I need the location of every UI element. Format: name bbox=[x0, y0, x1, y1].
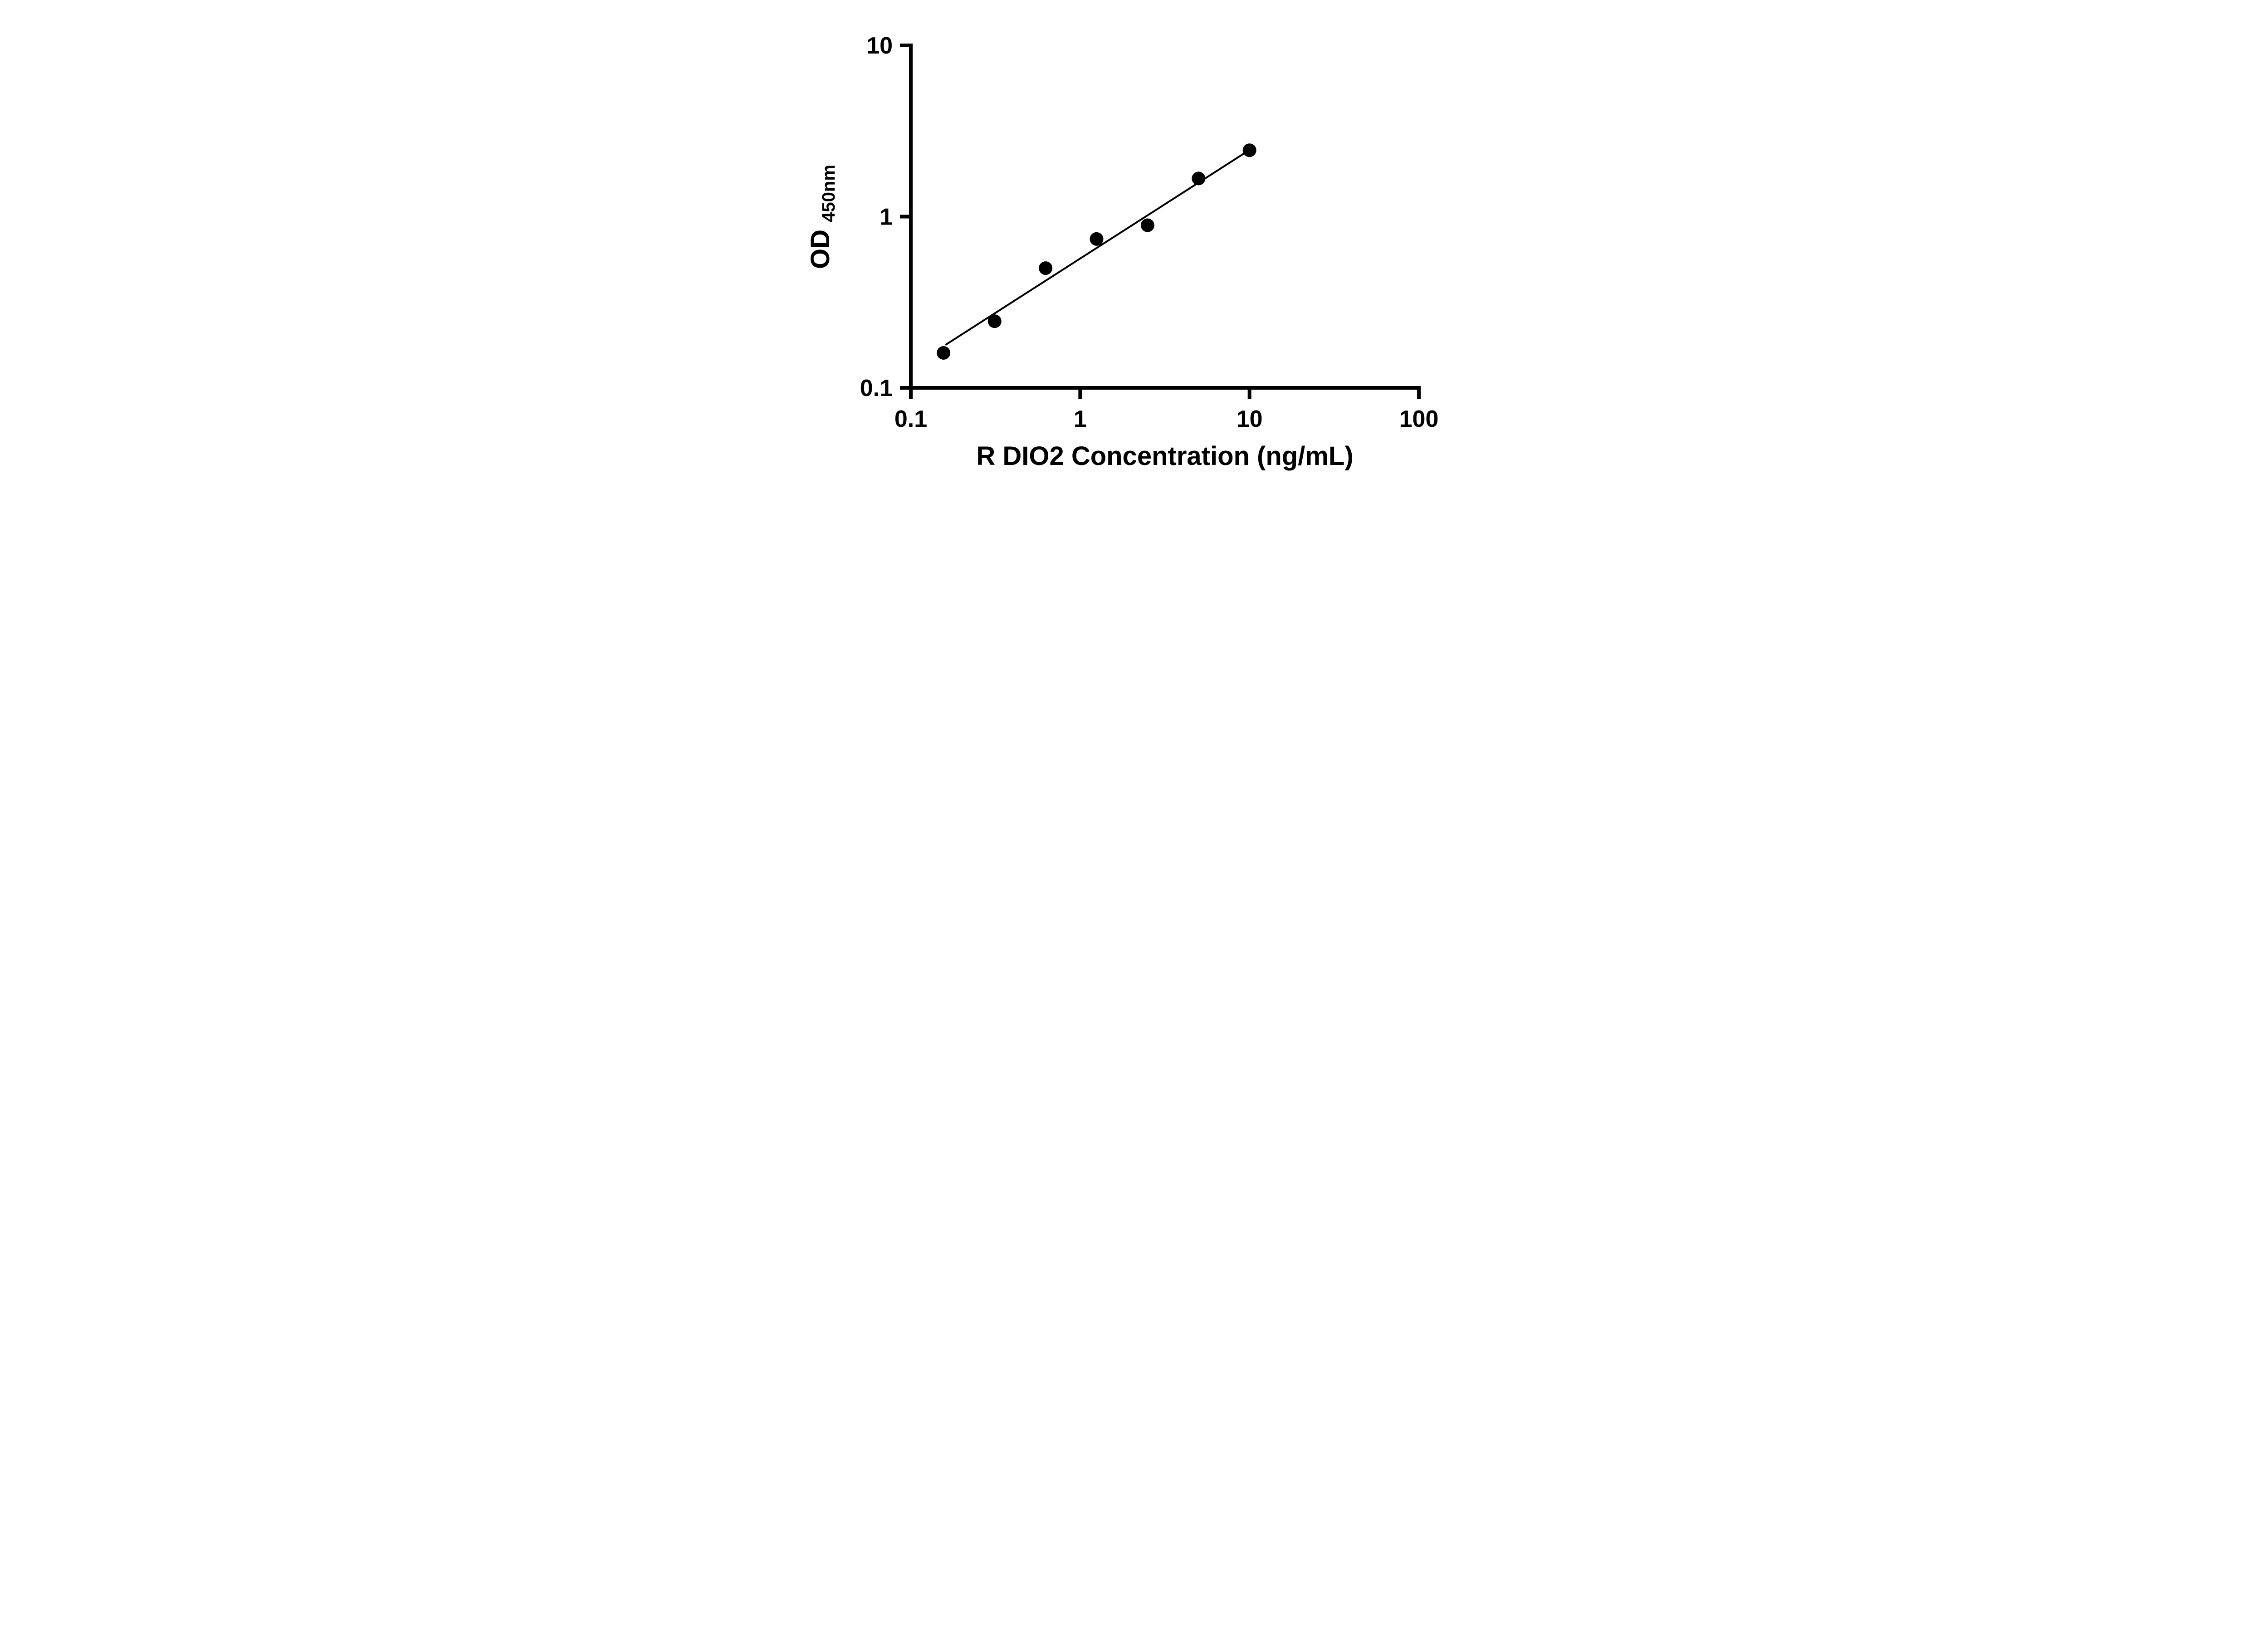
y-tick-label: 0.1 bbox=[860, 375, 892, 401]
y-axis-title: OD 450nm bbox=[806, 165, 839, 269]
y-axis-title-subscript: 450nm bbox=[819, 165, 839, 222]
data-point bbox=[1140, 218, 1154, 232]
y-tick-label: 10 bbox=[866, 33, 893, 59]
axes-group bbox=[909, 44, 1421, 390]
data-point bbox=[987, 314, 1002, 328]
series-group bbox=[936, 143, 1256, 360]
x-tick-label: 10 bbox=[1236, 406, 1262, 432]
y-tick-label: 1 bbox=[880, 204, 893, 230]
y-axis-title-main: OD bbox=[806, 230, 835, 269]
data-point bbox=[1038, 261, 1052, 275]
trend-line bbox=[944, 149, 1250, 346]
x-tick-label: 0.1 bbox=[894, 406, 927, 432]
x-axis-title: R DIO2 Concentration (ng/mL) bbox=[976, 441, 1353, 471]
standard-curve-figure: 0.1 1 10 100 0.1 1 10 R DIO2 Concentration (ng… bbox=[783, 0, 1485, 500]
tick-labels-group: 0.1 1 10 100 0.1 1 10 bbox=[860, 33, 1438, 432]
x-tick-label: 100 bbox=[1399, 406, 1438, 432]
chart-canvas: 0.1 1 10 100 0.1 1 10 R DIO2 Concentration (ng… bbox=[806, 33, 1438, 471]
x-tick-label: 1 bbox=[1073, 406, 1086, 432]
data-point bbox=[936, 346, 950, 360]
data-point bbox=[1090, 232, 1104, 246]
data-point bbox=[1191, 171, 1205, 186]
ticks-group bbox=[899, 44, 1421, 399]
